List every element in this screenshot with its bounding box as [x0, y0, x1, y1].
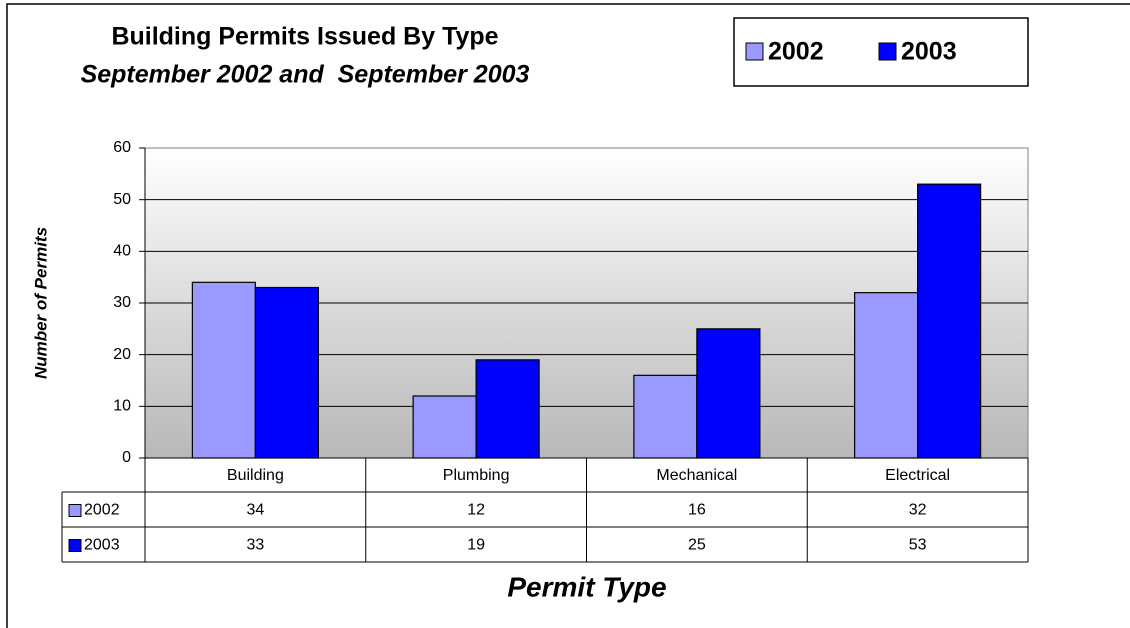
table-value: 34 [246, 502, 264, 519]
legend-key [878, 42, 897, 61]
bar [254, 286, 319, 459]
table-value: 19 [467, 537, 485, 554]
y-tick-label: 0 [122, 449, 131, 466]
legend-key [745, 42, 764, 61]
x-tick-label: Electrical [885, 467, 950, 484]
bar [633, 374, 698, 459]
frame [6, 3, 1130, 628]
chart-subtitle: September 2002 and September 2003 [81, 61, 530, 89]
bar [917, 183, 982, 459]
table-value: 32 [909, 502, 927, 519]
y-tick-label: 20 [113, 346, 131, 363]
y-tick-label: 40 [113, 243, 131, 260]
table-row-label: 2003 [84, 537, 120, 554]
x-tick-label: Building [227, 467, 284, 484]
x-axis-label: Permit Type [507, 571, 666, 602]
y-axis-label: Number of Permits [31, 227, 50, 379]
bar [475, 359, 540, 459]
table-value: 12 [467, 502, 485, 519]
bar [854, 292, 919, 459]
y-tick-label: 50 [113, 191, 131, 208]
chart-title: Building Permits Issued By Type [111, 23, 498, 51]
legend-label: 2003 [901, 38, 957, 66]
y-tick-label: 30 [113, 294, 131, 311]
table-value: 33 [246, 537, 264, 554]
table-row-label: 2002 [84, 502, 120, 519]
table-legend-key [68, 504, 82, 517]
legend-label: 2002 [768, 38, 824, 66]
y-tick-label: 60 [113, 139, 131, 156]
x-tick-label: Plumbing [443, 467, 510, 484]
bar [696, 328, 761, 459]
table-value: 16 [688, 502, 706, 519]
table-legend-key [68, 539, 82, 552]
bar [412, 395, 477, 459]
table-value: 25 [688, 537, 706, 554]
x-tick-label: Mechanical [656, 467, 737, 484]
bar [191, 281, 256, 459]
y-tick-label: 10 [113, 398, 131, 415]
table-value: 53 [909, 537, 927, 554]
